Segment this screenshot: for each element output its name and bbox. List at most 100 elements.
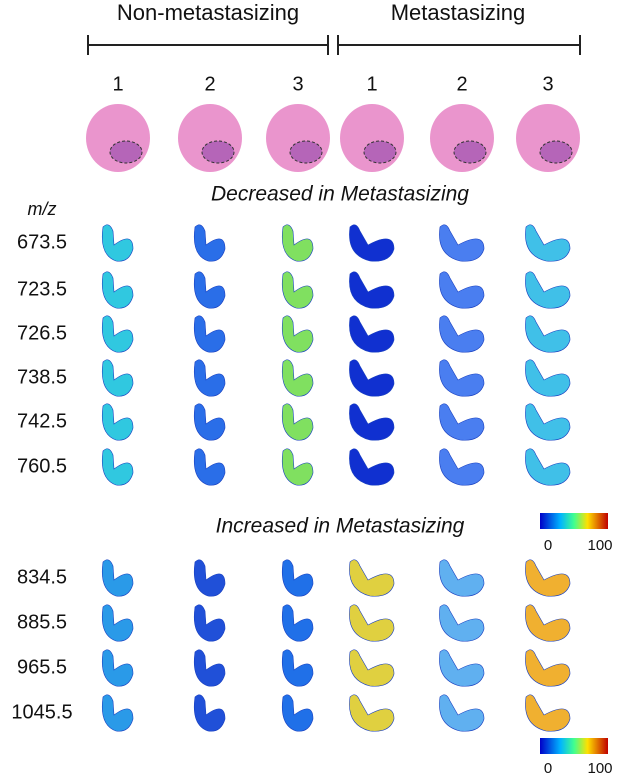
msi-image [349,448,395,486]
msi-image [439,694,485,732]
msi-image [194,694,226,732]
msi-image [102,224,134,262]
msi-image [349,224,395,262]
msi-image [439,271,485,309]
column-label: 3 [542,73,553,95]
msi-image [102,403,134,441]
msi-image [349,315,395,353]
he-section [516,104,580,172]
msi-image [194,649,226,687]
msi-image [102,649,134,687]
msi-image [525,359,571,397]
msi-image [194,604,226,642]
msi-image [349,271,395,309]
msi-image [102,694,134,732]
mz-label: 723.5 [17,278,67,300]
column-label: 1 [366,73,377,95]
group-label: Non-metastasizing [117,0,299,25]
column-label: 2 [456,73,467,95]
msi-image [282,224,314,262]
msi-image [525,649,571,687]
msi-image [194,271,226,309]
msi-image [282,649,314,687]
mz-label: 742.5 [17,410,67,432]
msi-image [282,271,314,309]
section-title: Increased in Metastasizing [216,515,465,538]
mz-label: 965.5 [17,656,67,678]
msi-image [282,559,314,597]
msi-image [102,604,134,642]
msi-image [439,649,485,687]
colorbar-min: 0 [544,537,552,554]
msi-image [525,224,571,262]
msi-image [439,403,485,441]
msi-image [282,359,314,397]
msi-image [194,359,226,397]
msi-image [439,359,485,397]
he-section [340,104,404,172]
msi-image [282,448,314,486]
tumor-outline [289,140,323,164]
msi-image [525,694,571,732]
msi-image [102,315,134,353]
he-section [266,104,330,172]
colorbar-min: 0 [544,760,552,777]
tumor-outline [453,140,487,164]
row-header: m/z [28,199,57,219]
column-label: 1 [112,73,123,95]
tumor-outline [109,140,143,164]
section-title: Decreased in Metastasizing [211,183,469,206]
msi-image [349,559,395,597]
msi-image [282,694,314,732]
msi-image [525,448,571,486]
msi-image [282,604,314,642]
colorbar: 0 100 [540,513,613,554]
msi-image [525,403,571,441]
tumor-outline [201,140,235,164]
msi-image [525,271,571,309]
mz-label: 738.5 [17,366,67,388]
msi-image [102,271,134,309]
mz-label: 726.5 [17,322,67,344]
he-section [86,104,150,172]
msi-image [439,559,485,597]
msi-image [102,559,134,597]
column-label: 2 [204,73,215,95]
colorbar-max: 100 [587,760,612,777]
msi-image [439,448,485,486]
msi-image [349,694,395,732]
mz-label: 760.5 [17,455,67,477]
msi-image [194,403,226,441]
mz-label: 673.5 [17,231,67,253]
msi-image [525,559,571,597]
column-label: 3 [292,73,303,95]
mz-label: 885.5 [17,611,67,633]
tumor-outline [363,140,397,164]
msi-image [525,604,571,642]
he-section [430,104,494,172]
msi-image [439,315,485,353]
msi-image [282,315,314,353]
msi-image [349,403,395,441]
group-brackets [87,35,581,55]
colorbar: 0 100 [540,738,613,777]
mz-label: 1045.5 [11,701,72,723]
tumor-outline [539,140,573,164]
msi-image [439,224,485,262]
colorbar-max: 100 [587,537,612,554]
msi-image [349,604,395,642]
msi-image [349,359,395,397]
msi-image [525,315,571,353]
msi-image [194,315,226,353]
he-section [178,104,242,172]
msi-image [194,224,226,262]
msi-image [102,359,134,397]
msi-image [439,604,485,642]
msi-image [194,448,226,486]
msi-image [194,559,226,597]
msi-image [282,403,314,441]
msi-image [102,448,134,486]
msi-image [349,649,395,687]
group-label: Metastasizing [391,0,526,25]
